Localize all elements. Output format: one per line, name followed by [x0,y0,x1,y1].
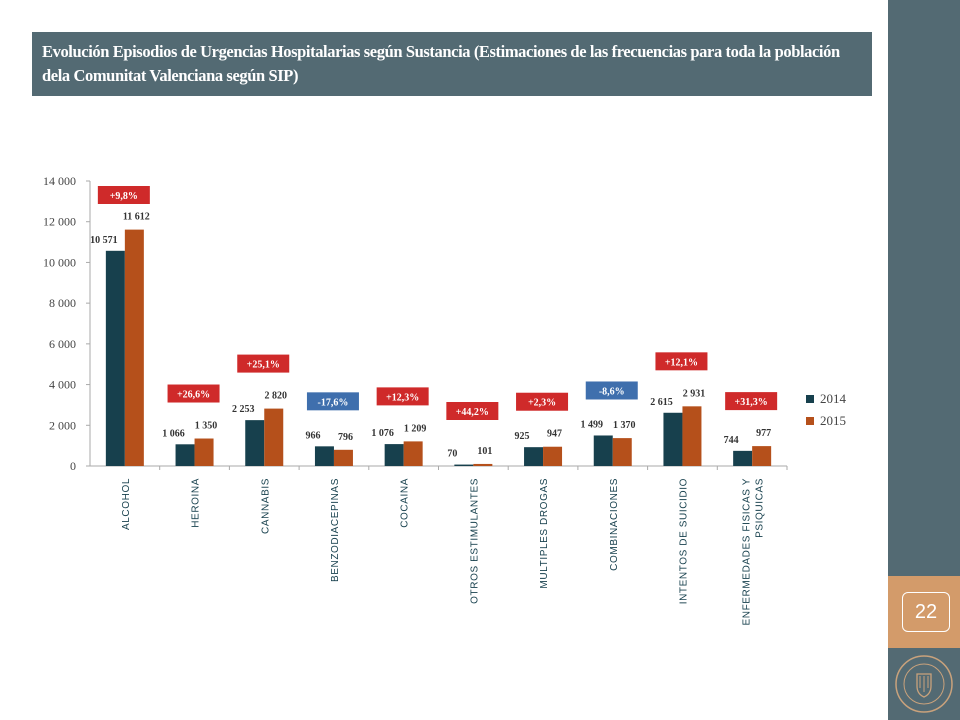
bar-2015 [264,408,284,466]
category-label: CANNABIS [260,478,271,534]
data-label-2014: 1 076 [371,428,394,439]
change-badge-label: +12,3% [386,392,419,403]
legend: 2014 2015 [806,388,846,432]
data-label-2015: 947 [547,429,562,440]
bar-2015 [612,438,632,466]
change-badge [585,381,638,400]
bar-2015 [333,449,353,466]
data-label-2014: 1 499 [581,419,604,430]
data-label-2015: 101 [477,446,492,457]
change-badge [446,402,499,420]
legend-label-2015: 2015 [820,413,846,428]
change-badge [655,352,708,371]
y-tick-label: 0 [70,459,76,473]
change-badge-label: +25,1% [247,360,280,371]
y-tick-label: 14 000 [43,174,76,188]
slide-title: Evolución Episodios de Urgencias Hospita… [32,32,872,96]
bar-2015 [752,446,772,466]
change-badge [725,392,778,411]
category-label: COMBINACIONES [609,478,620,571]
data-label-2014: 966 [305,430,320,441]
change-badge-label: +31,3% [735,397,768,408]
bar-2014 [663,412,683,466]
bar-2014 [384,444,404,466]
data-label-2015: 977 [756,428,771,439]
bar-2015 [473,463,493,466]
change-badge [167,384,220,403]
bar-2015 [403,441,423,466]
change-badge-label: +26,6% [177,390,210,401]
data-label-2014: 70 [447,449,457,460]
change-badge-label: +44,2% [456,407,489,418]
change-badge [97,186,150,204]
change-badge-label: -8,6% [599,386,625,397]
data-label-2015: 1 209 [404,423,427,434]
y-tick-label: 12 000 [43,215,76,229]
bar-2015 [543,446,563,466]
data-label-2015: 2 931 [683,388,706,399]
category-label: BENZODIACEPINAS [330,478,341,582]
data-label-2014: 2 253 [232,404,255,415]
bar-2014 [733,450,753,466]
legend-swatch-2015 [806,417,814,425]
category-label: MULTIPLES DROGAS [539,478,550,589]
data-label-2014: 925 [515,431,530,442]
data-label-2015: 1 370 [613,420,636,431]
generalitat-seal-icon [895,655,953,713]
bar-2015 [194,438,214,466]
bar-2014 [524,447,544,466]
legend-item-2015: 2015 [806,410,846,432]
page-number-panel [888,576,960,648]
legend-item-2014: 2014 [806,388,846,410]
data-label-2015: 796 [338,432,353,443]
category-label: INTENTOS DE SUICIDIO [678,478,689,604]
change-badge-label: +12,1% [665,357,698,368]
data-label-2015: 11 612 [123,212,150,223]
change-badge [306,392,359,411]
y-tick-label: 10 000 [43,255,76,269]
data-label-2014: 1 066 [162,428,185,439]
bar-chart: 0 2 000 4 000 6 000 8 000 10 000 12 000 14 000 1… [43,174,788,626]
change-badge-label: -17,6% [318,397,349,408]
y-tick-label: 2 000 [49,418,76,432]
bar-2014 [175,444,195,466]
change-badge-label: +9,8% [110,191,138,202]
legend-swatch-2014 [806,395,814,403]
bar-2014 [454,464,474,466]
change-badge-label: +2,3% [528,398,556,409]
data-label-2014: 744 [724,435,739,446]
bar-2015 [682,406,702,466]
category-label: COCAINA [400,478,411,528]
category-label: ENFERMEDADES FISICAS Y [742,478,753,626]
bar-2014 [105,250,125,466]
change-badge [376,387,429,406]
data-label-2015: 2 820 [265,391,288,402]
bar-2014 [245,420,265,466]
category-label: HEROINA [191,478,202,528]
data-label-2014: 2 615 [650,397,673,408]
y-tick-label: 8 000 [49,296,76,310]
y-tick-label: 4 000 [49,378,76,392]
y-tick-label: 6 000 [49,337,76,351]
legend-label-2014: 2014 [820,391,846,406]
category-label: PSIQUICAS [755,478,766,538]
category-label: ALCOHOL [121,478,132,530]
bar-2014 [314,446,334,466]
change-badge [516,392,569,411]
page-number: 22 [902,592,950,632]
data-label-2014: 10 571 [90,235,118,246]
change-badge [237,354,290,373]
bar-2015 [124,229,144,466]
category-label: OTROS ESTIMULANTES [469,478,480,604]
bar-2014 [593,435,613,466]
data-label-2015: 1 350 [195,421,218,432]
